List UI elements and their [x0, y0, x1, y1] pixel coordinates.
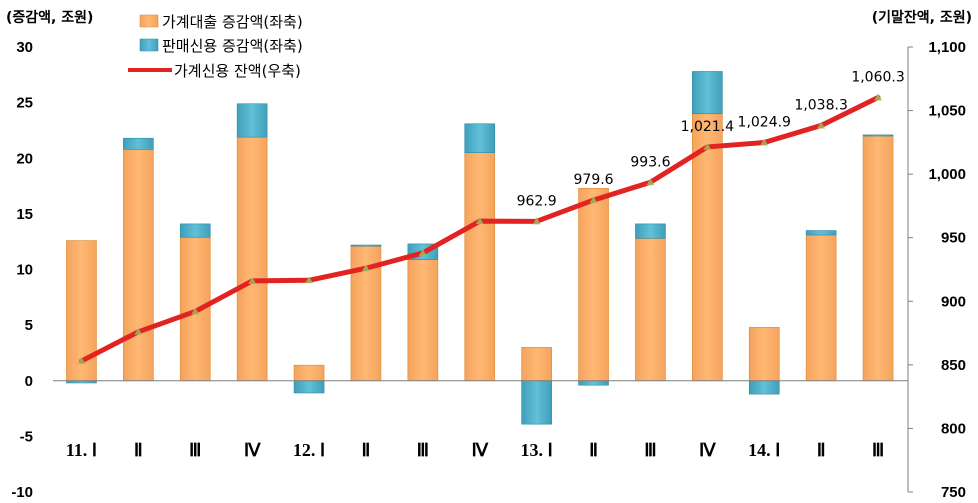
bar-sales-credit-7 [464, 123, 496, 153]
legend-label-sales-credit: 판매신용 증감액(좌축) [162, 37, 303, 55]
data-label-balance: 1,021.4 [681, 119, 735, 135]
bar-sales-credit-10 [635, 223, 666, 239]
balance-marker-12 [760, 138, 769, 146]
balance-marker-9 [589, 196, 598, 204]
line-series [77, 93, 883, 365]
left-tick-label: -5 [20, 428, 33, 445]
bar-sales-credit-8 [521, 380, 552, 425]
balance-marker-13 [817, 121, 826, 129]
category-label: Ⅱ [134, 440, 143, 460]
right-tick-label: 1,000 [928, 166, 966, 183]
bar-loans-8 [521, 347, 552, 382]
data-labels: 962.9 979.6 993.6 1,021.4 1,024.91,038.31,06… [517, 69, 905, 209]
left-axis-ticks: -10 -5 0 5 10 15 20 25 30 [11, 39, 33, 501]
bar-sales-credit-5 [350, 244, 382, 247]
balance-marker-1 [134, 327, 143, 335]
balance-marker-11 [703, 142, 712, 150]
legend-item-balance: 가계신용 잔액(우축) [128, 62, 301, 80]
right-tick-label: 1,050 [928, 103, 966, 120]
category-label: Ⅳ [471, 440, 488, 460]
left-axis-unit: (증감액, 조원) [6, 9, 93, 26]
category-label: Ⅲ [417, 440, 429, 460]
left-tick-label: 10 [16, 262, 33, 279]
left-tick-label: 25 [16, 95, 33, 112]
category-label: Ⅳ [244, 440, 261, 460]
balance-marker-2 [191, 307, 200, 315]
right-tick-label: 800 [941, 420, 966, 437]
category-label: Ⅳ [699, 440, 716, 460]
legend-label-balance: 가계신용 잔액(우축) [174, 62, 301, 80]
bar-loans-9 [578, 187, 609, 382]
legend-item-sales-credit: 판매신용 증감액(좌축) [139, 37, 303, 55]
bar-loans-7 [464, 152, 496, 382]
bar-loans-3 [236, 136, 268, 382]
bar-loans-14 [862, 135, 894, 382]
bar-sales-credit-1 [123, 137, 154, 150]
data-label-balance: 1,038.3 [794, 97, 847, 113]
left-tick-label: -10 [11, 484, 33, 501]
bar-series [66, 71, 894, 425]
data-label-balance: 1,024.9 [738, 114, 791, 130]
right-axis-ticks: 750 800 850 900 950 1,000 1,050 1,100 [908, 39, 966, 501]
balance-marker-14 [874, 93, 883, 101]
left-tick-label: 0 [25, 373, 33, 390]
balance-marker-8 [532, 217, 541, 225]
category-label: Ⅲ [644, 440, 656, 460]
category-label: Ⅱ [589, 440, 598, 460]
category-label: Ⅱ [817, 440, 826, 460]
bar-sales-credit-2 [179, 223, 211, 238]
bar-loans-13 [805, 234, 837, 382]
left-tick-label: 20 [16, 150, 33, 167]
category-label: 14. Ⅰ [748, 440, 780, 460]
category-label: 13. Ⅰ [520, 440, 552, 460]
right-tick-label: 1,100 [928, 39, 966, 56]
bar-sales-credit-14 [862, 134, 894, 137]
category-label: Ⅱ [362, 440, 371, 460]
category-label: Ⅲ [189, 440, 201, 460]
category-label: Ⅲ [872, 440, 884, 460]
category-label: 12. Ⅰ [293, 440, 325, 460]
balance-marker-4 [305, 276, 314, 284]
bar-loans-10 [635, 238, 666, 382]
category-label: 11. Ⅰ [66, 440, 97, 460]
legend-label-loans: 가계대출 증감액(좌축) [162, 13, 303, 31]
balance-marker-10 [646, 178, 655, 186]
left-tick-label: 5 [25, 317, 33, 334]
bar-sales-credit-3 [236, 103, 268, 138]
right-tick-label: 850 [941, 357, 966, 374]
balance-marker-0 [77, 357, 86, 365]
legend: 가계대출 증감액(좌축) 판매신용 증감액(좌축) 가계신용 잔액(우축) [128, 13, 303, 80]
balance-marker-7 [475, 217, 484, 225]
right-tick-label: 750 [941, 484, 966, 501]
data-label-balance: 979.6 [574, 172, 614, 188]
bar-sales-credit-9 [578, 380, 609, 386]
category-labels: 11. Ⅰ Ⅱ Ⅲ Ⅳ 12. Ⅰ Ⅱ Ⅲ Ⅳ 13. Ⅰ Ⅱ Ⅲ Ⅳ 14. Ⅰ Ⅱ Ⅲ [66, 440, 884, 460]
right-tick-label: 950 [941, 230, 966, 247]
legend-swatch-sales-credit [139, 38, 159, 52]
bar-loans-11 [692, 113, 723, 382]
balance-marker-5 [361, 264, 370, 272]
bar-loans-6 [407, 259, 439, 382]
left-tick-label: 30 [16, 39, 33, 56]
bar-sales-credit-4 [293, 380, 325, 394]
bar-loans-12 [748, 327, 780, 382]
bar-loans-1 [123, 149, 154, 382]
bar-sales-credit-13 [805, 230, 837, 236]
right-axis-unit: (기말잔액, 조원) [872, 9, 972, 26]
bar-sales-credit-11 [692, 71, 723, 115]
balance-marker-6 [418, 248, 427, 256]
data-label-balance: 993.6 [630, 154, 670, 170]
balance-marker-3 [248, 276, 257, 284]
bar-loans-4 [293, 364, 325, 382]
data-label-balance: 1,060.3 [851, 69, 904, 85]
bar-sales-credit-12 [748, 380, 780, 395]
data-label-balance: 962.9 [517, 193, 557, 209]
legend-swatch-loans [139, 14, 159, 28]
legend-item-loans: 가계대출 증감액(좌축) [139, 13, 303, 31]
left-tick-label: 15 [16, 206, 33, 223]
right-tick-label: 900 [941, 293, 966, 310]
